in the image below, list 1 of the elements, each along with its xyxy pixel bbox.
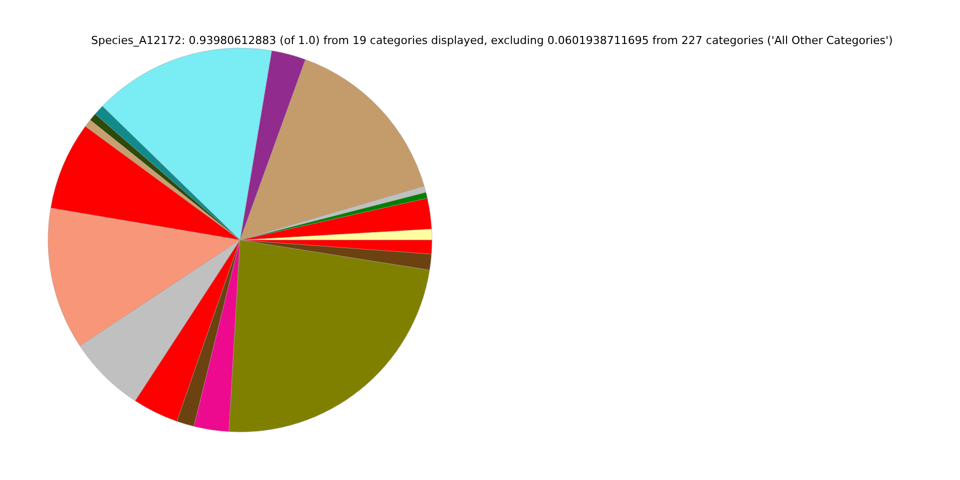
text: Species_A12172: 0.93980612883 (of 1.0) from 19 categories displayed, excluding 0.0601938711695 from 227 categories ('All Other Categories') (91, 34, 893, 47)
